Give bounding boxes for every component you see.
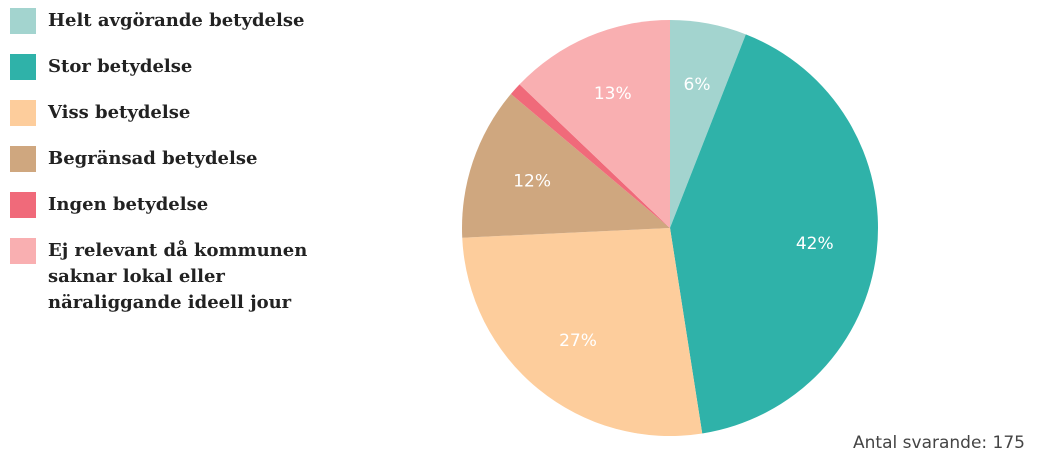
legend-item: Helt avgörande betydelse [10,8,350,34]
note: Antal svarande: 175 [853,433,1025,453]
legend-item: Viss betydelse [10,100,350,126]
legend-label: Viss betydelse [48,102,191,123]
legend-label: Ej relevant då kommunen saknar lokal ell… [48,240,308,313]
legend: Helt avgörande betydelse Stor betydelse Vi… [10,8,350,336]
legend-label: Ingen betydelse [48,194,209,215]
legend-item: Begränsad betydelse [10,146,350,172]
pie-slice [462,94,670,238]
legend-swatch [10,192,36,218]
legend-label: Begränsad betydelse [48,148,258,169]
legend-swatch [10,54,36,80]
legend-swatch [10,100,36,126]
data-label: 42% [796,234,834,254]
pie-slice [462,228,703,437]
legend-item: Stor betydelse [10,54,350,80]
pie-slice [510,84,670,228]
pie-slice [519,20,670,228]
data-label: 27% [559,331,597,351]
legend-swatch [10,146,36,172]
legend-swatch [10,238,36,264]
pie-slice [670,20,746,228]
data-label: 6% [684,75,711,95]
data-label: 13% [594,84,632,104]
legend-swatch [10,8,36,34]
legend-label: Stor betydelse [48,56,193,77]
legend-item: Ingen betydelse [10,192,350,218]
legend-item: Ej relevant då kommunen saknar lokal ell… [10,238,350,316]
data-label: 12% [513,171,551,191]
pie-slice [670,34,878,434]
legend-label: Helt avgörande betydelse [48,10,305,31]
